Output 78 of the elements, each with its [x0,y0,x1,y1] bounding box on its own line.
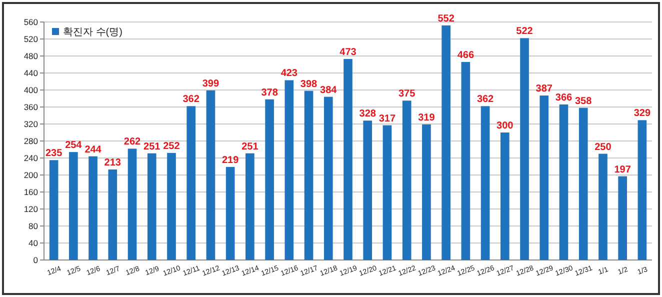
bar [284,80,294,260]
bar [49,160,58,260]
y-tick-label: 240 [24,153,38,163]
bar [363,120,372,260]
y-tick-label: 160 [24,187,38,197]
y-tick-label: 320 [24,119,38,129]
y-tick-label: 400 [24,85,38,95]
data-label: 362 [476,94,494,106]
bar [442,25,450,260]
data-label: 213 [104,157,122,168]
bar [324,96,333,260]
bar [500,132,510,260]
bar [186,106,196,260]
data-label: 251 [242,141,259,152]
data-label: 398 [300,78,318,90]
bar [246,153,254,260]
data-label: 244 [84,144,102,156]
y-tick-label: 560 [24,17,38,27]
data-label: 466 [457,50,474,61]
y-tick-label: 520 [24,34,38,44]
y-tick-label: 80 [28,221,38,231]
bar [206,90,216,260]
bar [265,99,274,260]
data-label: 219 [222,154,240,166]
data-label: 262 [124,136,142,148]
data-label: 473 [340,46,357,58]
bar [147,153,156,260]
y-tick-label: 0 [33,255,38,265]
bar [638,120,647,260]
data-label: 387 [536,84,553,95]
bar [480,106,490,260]
data-label: 254 [65,140,82,152]
data-label: 252 [163,140,180,152]
y-tick-label: 480 [24,51,38,61]
bar [128,148,137,260]
data-label: 366 [555,92,573,104]
y-tick-label: 440 [24,68,38,78]
bar [226,166,235,260]
bar [578,108,588,260]
bar [422,124,431,260]
bar [461,62,470,260]
data-label: 328 [359,108,376,120]
data-label: 375 [398,88,416,100]
data-label: 358 [575,96,592,107]
data-label: 300 [496,120,514,132]
bar [598,154,608,260]
data-label: 384 [320,84,338,96]
data-label: 329 [634,108,651,120]
legend-label: 확진자 수(명) [63,27,122,38]
bar [402,100,412,260]
y-tick-label: 40 [28,238,38,248]
bar [382,125,392,260]
data-label: 362 [182,94,200,106]
data-label: 251 [144,141,161,152]
bar [618,176,627,260]
bar [540,96,549,260]
data-label: 552 [438,13,455,24]
data-label: 319 [418,112,436,124]
bar [304,90,314,260]
bar [69,152,78,260]
data-label: 250 [594,142,612,153]
data-label: 423 [280,68,298,80]
bar [520,38,529,260]
bar [88,156,98,260]
y-tick-label: 360 [24,102,38,112]
data-label: 378 [261,87,278,98]
bar [344,58,352,260]
data-label: 522 [516,26,534,38]
data-label: 317 [378,113,396,124]
y-tick-label: 280 [24,136,38,146]
bar [108,169,118,260]
bar [167,152,176,260]
y-tick-label: 120 [24,204,38,214]
data-label: 399 [202,78,220,90]
bar [559,104,568,260]
data-label: 235 [45,148,63,160]
y-tick-label: 200 [24,170,38,180]
data-label: 197 [614,164,632,176]
